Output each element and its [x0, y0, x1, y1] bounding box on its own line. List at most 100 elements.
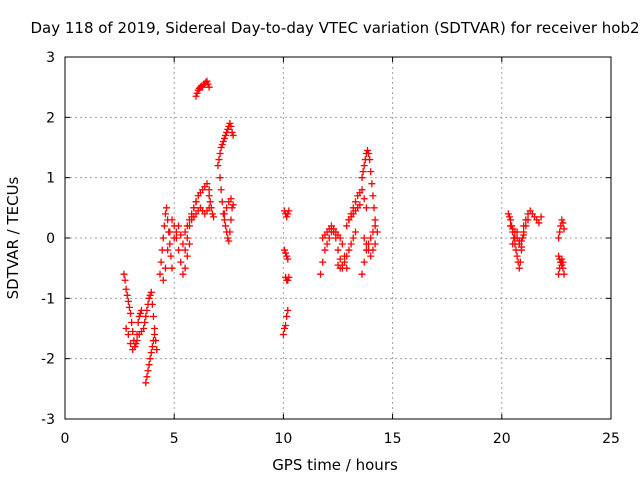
- data-point: [151, 325, 159, 332]
- data-point: [347, 240, 355, 248]
- data-point: [218, 140, 226, 148]
- data-point: [341, 258, 349, 266]
- data-point: [222, 222, 230, 230]
- data-point: [369, 192, 377, 200]
- data-point: [504, 210, 512, 218]
- data-point: [124, 297, 132, 305]
- data-point: [520, 222, 528, 230]
- data-point: [558, 261, 566, 269]
- data-point: [208, 210, 216, 218]
- data-point: [156, 270, 164, 278]
- data-point: [149, 337, 157, 345]
- data-point: [283, 312, 291, 320]
- data-point: [371, 216, 379, 224]
- data-point: [229, 131, 237, 139]
- data-point: [206, 198, 214, 206]
- data-point: [129, 328, 137, 336]
- data-point: [185, 240, 193, 248]
- data-point: [227, 122, 235, 130]
- data-point: [560, 270, 568, 278]
- data-point: [122, 285, 130, 293]
- data-point: [205, 83, 213, 91]
- data-point: [177, 258, 185, 266]
- data-point: [160, 222, 168, 230]
- data-point: [127, 340, 135, 348]
- data-point: [511, 234, 519, 242]
- data-point: [183, 252, 191, 260]
- data-point: [285, 207, 293, 215]
- data-point: [148, 343, 156, 351]
- data-point: [142, 312, 150, 320]
- data-point: [220, 216, 228, 224]
- y-tick-label: 3: [46, 50, 55, 66]
- data-point: [210, 213, 218, 221]
- data-point: [181, 246, 189, 254]
- data-point: [166, 240, 174, 248]
- data-point: [183, 234, 191, 242]
- data-point: [349, 234, 357, 242]
- data-point: [321, 246, 329, 254]
- data-point: [153, 346, 161, 354]
- data-point: [317, 270, 325, 278]
- data-point: [127, 309, 135, 317]
- data-point: [319, 258, 327, 266]
- data-point: [143, 373, 151, 381]
- data-point: [179, 240, 187, 248]
- data-point: [363, 147, 371, 155]
- data-point: [163, 204, 171, 212]
- data-point: [370, 204, 378, 212]
- y-tick-label: -3: [41, 412, 55, 428]
- data-point: [522, 216, 530, 224]
- data-point: [280, 246, 288, 254]
- data-point: [161, 264, 169, 272]
- data-point: [170, 234, 178, 242]
- data-point: [215, 156, 223, 164]
- x-tick-label: 10: [274, 431, 292, 447]
- data-point: [228, 128, 236, 136]
- data-point: [325, 234, 333, 242]
- data-point: [128, 318, 136, 326]
- data-point: [358, 186, 366, 194]
- data-point: [134, 318, 142, 326]
- data-point: [365, 150, 373, 158]
- y-tick-label: -1: [41, 291, 55, 307]
- data-point: [513, 252, 521, 260]
- data-point: [161, 210, 169, 218]
- data-point: [177, 231, 185, 239]
- data-point: [220, 134, 228, 142]
- data-point: [147, 349, 155, 357]
- data-point: [146, 355, 154, 363]
- x-tick-label: 0: [61, 431, 70, 447]
- data-point: [193, 89, 201, 97]
- data-point: [284, 306, 292, 314]
- data-point: [338, 264, 346, 272]
- data-point: [279, 331, 287, 339]
- x-tick-label: 5: [170, 431, 179, 447]
- data-point: [226, 119, 234, 127]
- data-point: [145, 294, 153, 302]
- data-point: [559, 264, 567, 272]
- data-point: [517, 243, 525, 251]
- data-point: [168, 216, 176, 224]
- data-point: [509, 240, 517, 248]
- data-point: [358, 270, 366, 278]
- data-point: [181, 264, 189, 272]
- y-tick-label: 1: [46, 171, 55, 187]
- data-point: [330, 228, 338, 236]
- data-point: [556, 228, 564, 236]
- data-point: [123, 291, 131, 299]
- data-point: [369, 246, 377, 254]
- data-point: [558, 216, 566, 224]
- data-point: [280, 325, 288, 332]
- data-point: [192, 198, 200, 206]
- data-point: [224, 125, 232, 133]
- x-tick-label: 15: [384, 431, 402, 447]
- data-point: [359, 168, 367, 176]
- data-point: [141, 318, 149, 326]
- x-tick-label: 25: [602, 431, 620, 447]
- data-point: [225, 237, 233, 245]
- data-point: [203, 180, 211, 188]
- data-point: [205, 192, 213, 200]
- data-point: [360, 162, 368, 170]
- data-point: [284, 210, 292, 218]
